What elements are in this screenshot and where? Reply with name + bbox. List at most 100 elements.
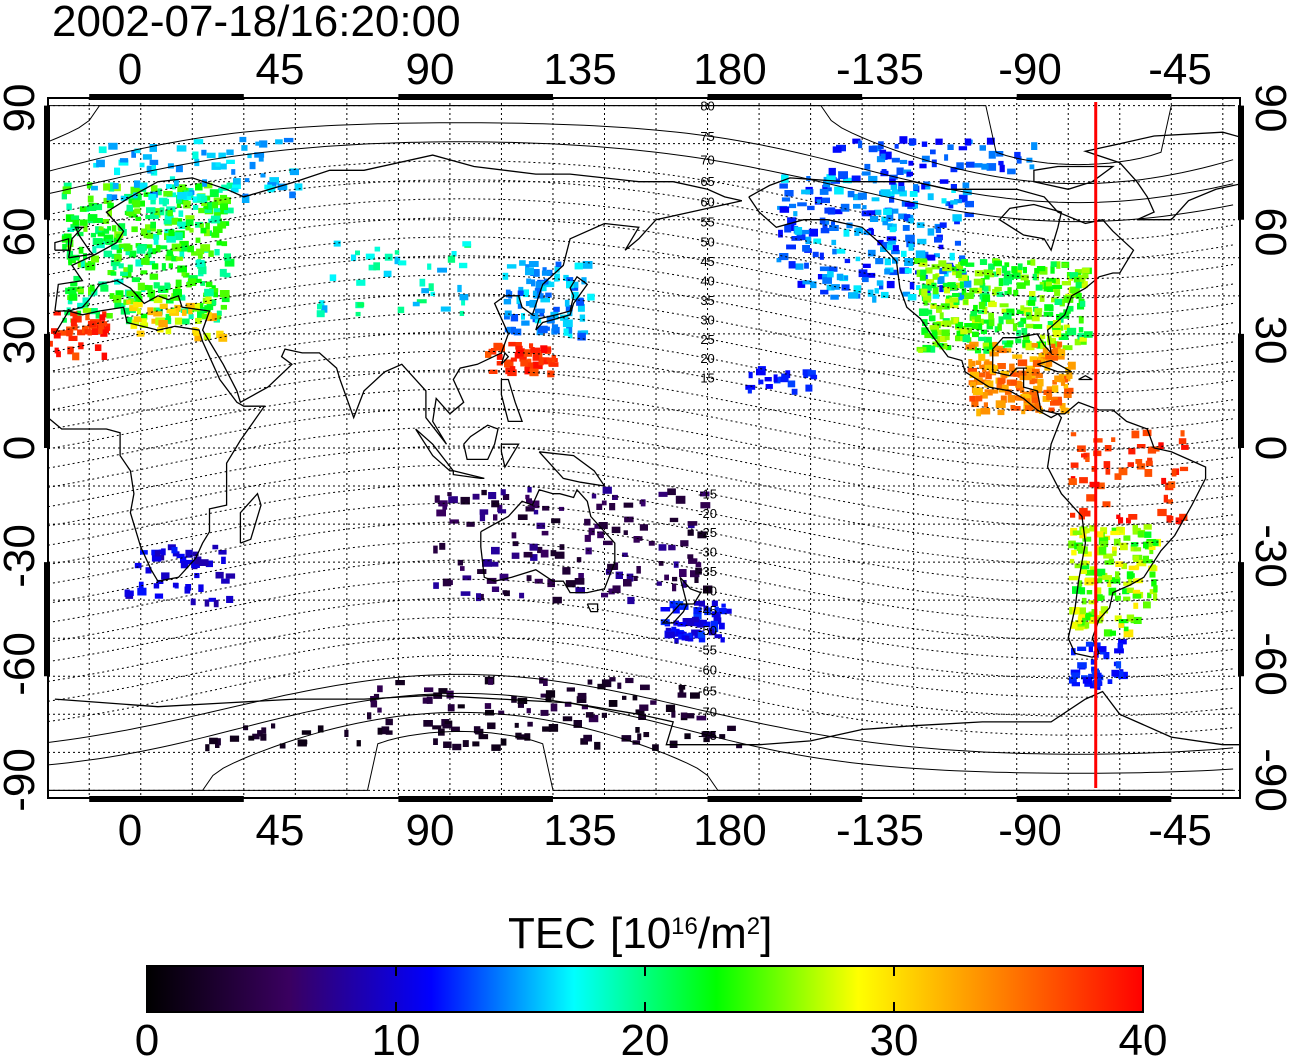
tec-cell bbox=[175, 256, 183, 261]
tec-cell bbox=[1059, 403, 1066, 409]
tec-cell bbox=[1014, 151, 1021, 159]
tec-cell bbox=[564, 299, 570, 307]
tec-cell bbox=[975, 395, 983, 402]
tec-cell bbox=[103, 197, 112, 204]
tec-cell bbox=[133, 180, 141, 188]
tec-cell bbox=[136, 308, 141, 315]
tec-cell bbox=[1054, 341, 1059, 348]
tec-cell bbox=[587, 679, 593, 685]
tec-cell bbox=[1004, 342, 1013, 348]
tec-cell bbox=[126, 209, 135, 216]
tec-cell bbox=[191, 561, 200, 568]
tec-cell bbox=[493, 514, 498, 521]
tec-cell bbox=[165, 327, 172, 335]
tec-cell bbox=[128, 197, 135, 204]
tec-cell bbox=[988, 318, 995, 327]
tec-cell bbox=[1082, 677, 1093, 684]
tec-cell bbox=[548, 724, 559, 732]
tec-cell bbox=[157, 285, 166, 293]
tec-cell bbox=[999, 164, 1005, 173]
colorbar-label: TEC [1016/m2] bbox=[508, 909, 772, 958]
tec-cell bbox=[1142, 429, 1152, 437]
contour-label: 70 bbox=[700, 152, 714, 167]
tec-cell bbox=[149, 273, 159, 280]
tec-cell bbox=[669, 600, 680, 609]
tec-cell bbox=[942, 320, 952, 327]
tec-cell bbox=[1053, 399, 1063, 406]
tec-cell bbox=[1151, 579, 1157, 587]
tec-cell bbox=[384, 253, 393, 261]
tec-cell bbox=[601, 500, 607, 506]
coastlines bbox=[48, 131, 1240, 746]
coastline-segment bbox=[239, 492, 262, 544]
tec-cell bbox=[563, 274, 569, 281]
tec-cell bbox=[66, 250, 74, 259]
tec-cell bbox=[941, 329, 950, 336]
tec-cell bbox=[1000, 395, 1007, 403]
tec-cell bbox=[1001, 374, 1008, 379]
tec-cell bbox=[131, 200, 141, 208]
tec-cell bbox=[1007, 273, 1014, 281]
tec-cell bbox=[805, 384, 813, 392]
tec-cell bbox=[885, 151, 892, 160]
tec-cell bbox=[974, 377, 983, 385]
tec-cell bbox=[107, 209, 112, 217]
tec-cell bbox=[1007, 168, 1016, 175]
lon-tick-top: -45 bbox=[1148, 45, 1212, 94]
tec-cell bbox=[1133, 616, 1142, 624]
tec-cell bbox=[693, 607, 702, 615]
tec-cell bbox=[826, 174, 836, 183]
tec-cell bbox=[1118, 467, 1128, 476]
tec-cell bbox=[110, 271, 117, 276]
tec-cell bbox=[581, 330, 589, 335]
tec-cell bbox=[423, 720, 433, 727]
tec-cell bbox=[540, 693, 547, 698]
tec-cell bbox=[656, 581, 662, 586]
tec-cell bbox=[107, 202, 114, 209]
tec-cell bbox=[68, 259, 73, 266]
tec-cell bbox=[658, 491, 668, 497]
tec-cell bbox=[1093, 616, 1103, 624]
tec-cell bbox=[107, 226, 112, 231]
tec-cell bbox=[962, 182, 970, 189]
tec-cell bbox=[623, 579, 632, 587]
tec-cell bbox=[858, 269, 868, 278]
tec-cell bbox=[596, 503, 603, 510]
tec-cell bbox=[194, 303, 200, 310]
tec-cell bbox=[198, 207, 205, 214]
tec-cell bbox=[145, 567, 152, 574]
tec-cell bbox=[579, 314, 586, 322]
tec-cell bbox=[138, 581, 144, 588]
tec-cell bbox=[909, 281, 915, 290]
tec-cell bbox=[118, 243, 126, 248]
tec-cell bbox=[381, 726, 390, 735]
tec-cell bbox=[1068, 540, 1076, 549]
tec-cell bbox=[1080, 528, 1090, 534]
tec-cell bbox=[558, 506, 565, 511]
tec-cell bbox=[542, 360, 552, 365]
tec-cell bbox=[972, 331, 979, 338]
tec-cell bbox=[1010, 372, 1020, 377]
tec-cell bbox=[1081, 617, 1086, 626]
tec-cell bbox=[356, 279, 366, 286]
tec-cell bbox=[992, 341, 998, 347]
tec-cell bbox=[921, 155, 930, 163]
tec-cell bbox=[939, 222, 947, 228]
tec-cell bbox=[523, 289, 529, 298]
tec-cell bbox=[846, 222, 853, 229]
tec-cell bbox=[147, 165, 154, 174]
tec-cell bbox=[424, 687, 434, 693]
tec-cell bbox=[784, 190, 794, 197]
maglat-contour bbox=[48, 559, 1234, 641]
tec-cell bbox=[87, 195, 94, 203]
tec-cell bbox=[1142, 555, 1149, 562]
tec-cell bbox=[491, 744, 501, 751]
lon-labels-bottom: 0 45 90 135 180 -135 -90 -45 bbox=[118, 806, 1212, 855]
tec-cell bbox=[1052, 284, 1063, 289]
tec-cell bbox=[525, 264, 530, 269]
contour-label: -75 bbox=[698, 728, 717, 743]
tec-cell bbox=[997, 409, 1005, 416]
tec-cell bbox=[1108, 587, 1117, 596]
tec-cell bbox=[1100, 606, 1109, 614]
tec-cell bbox=[433, 582, 439, 589]
